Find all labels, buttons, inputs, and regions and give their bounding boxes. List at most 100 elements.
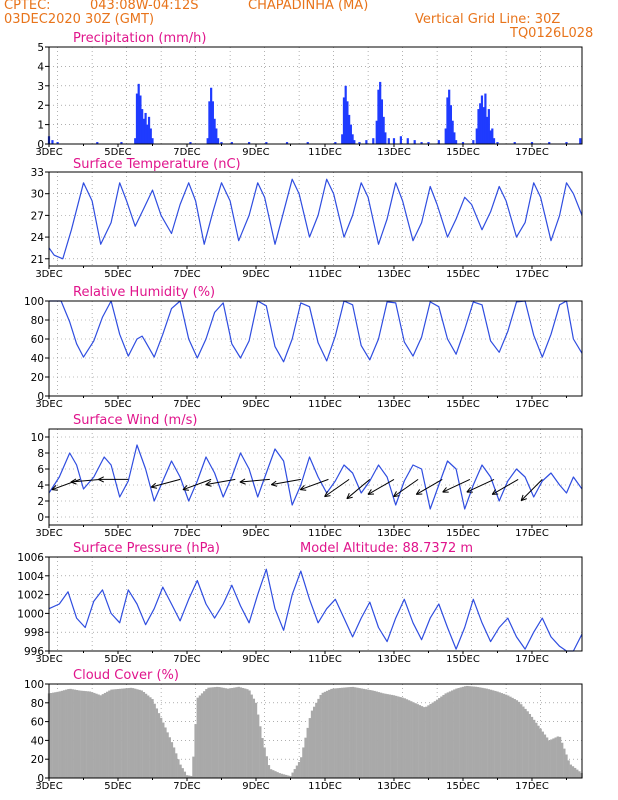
precip-bar [142,118,145,144]
precip-bar [151,138,154,144]
precip-bar [413,140,416,144]
cloud-bar [481,687,484,778]
wind-arrow-head [205,484,212,487]
x-tick-label: 7DEC [173,147,200,158]
precip-bar [513,142,516,144]
cloud-bar [239,687,243,778]
y-tick-label: 1004 [17,571,44,583]
cloud-bar [556,736,560,778]
cloud-bar [558,736,562,778]
cloud-bar [571,766,575,778]
cloud-bar [144,693,148,778]
wind-arrow-head [415,489,421,495]
wind-arrow [205,478,236,487]
cloud-bar [418,705,422,778]
cloud-bar [321,692,325,778]
wind-arrow-shaft [239,478,270,483]
x-tick-label: 5DEC [104,654,131,665]
cloud-bar [302,747,305,778]
precip-bar [220,142,223,144]
cloud-bar [405,699,409,778]
cloud-bar [474,686,478,778]
cloud-bar [515,700,519,778]
cloud-bar [483,688,486,778]
cloud-bar [504,694,508,778]
cloud-bar [450,690,454,778]
precip-bar [496,142,499,144]
wind-arrow-head [491,489,496,495]
cloud-bar [157,713,161,778]
precip-bar [265,142,268,144]
cloud-bar [548,740,551,778]
cloud-bar [366,689,370,778]
cloud-bar [444,693,447,778]
cloud-bar [108,690,111,778]
precip-bar [491,128,494,144]
x-tick-label: 11DEC [308,654,342,665]
wind-arrow-shaft [70,478,101,483]
cloud-bar [146,695,150,778]
cloud-bar [88,691,92,778]
cloud-bar [507,695,510,778]
precip-bar [348,114,351,144]
wind-arrow-head [239,481,246,485]
precip-bar [420,142,423,144]
precip-bar [472,140,475,144]
wind-arrow-head [393,495,400,498]
precip-bar [479,103,482,144]
precip-bar [149,128,152,144]
precip-bar [346,101,349,144]
precip-bar [144,112,147,144]
y-tick-label: 33 [31,167,44,179]
x-tick-label: 11DEC [308,781,342,792]
cloud-bar [267,765,271,778]
cloud-bar [172,747,176,778]
y-tick-label: 60 [31,334,44,346]
wind-arrow [520,479,543,502]
x-tick-label: 3DEC [35,147,62,158]
wind-arrow-head [466,487,472,493]
cloud-bar [414,703,417,778]
cloud-bar [159,717,163,778]
cloud-bar [569,764,572,778]
wind-arrow-shaft [491,478,519,495]
panel-title: Surface Wind (m/s) [73,413,197,428]
cloud-bar [457,687,460,778]
y-tick-label: 2 [37,496,44,508]
cloud-bar [73,689,77,778]
cloud-bar [116,689,120,778]
cloud-bar [207,687,210,778]
y-tick-label: 20 [31,372,44,384]
cloud-bar [142,691,146,778]
cloud-bar [49,693,53,778]
cloud-bar [537,725,540,778]
cloud-bar [382,693,385,778]
wind-arrow [393,478,419,498]
cloud-bar [427,705,430,778]
precip-bar [208,101,211,144]
cloud-bar [196,697,199,778]
precip-bar [147,116,151,144]
cloud-bar [338,687,342,778]
precip-bar [146,124,149,144]
wind-arrow-head [70,478,77,483]
precip-bar [372,138,375,144]
cloud-bar [134,688,137,778]
cloud-bar [539,728,542,778]
wind-arrow-shaft [300,478,329,491]
cloud-bar [276,772,279,778]
cloud-bar [330,688,333,778]
panel-title: Surface Pressure (hPa) [73,541,220,556]
panel-border [48,300,583,397]
cloud-bar [315,702,318,778]
cloud-bar [220,687,223,778]
cloud-bar [560,742,564,778]
run-date: 03DEC2020 30Z (GMT) [4,12,155,27]
precip-bar [137,83,140,144]
precip-bar [230,142,233,144]
cloud-bar [545,737,549,778]
wind-arrow [466,478,495,493]
cloud-bar [466,685,469,778]
cloud-bar [470,686,473,778]
